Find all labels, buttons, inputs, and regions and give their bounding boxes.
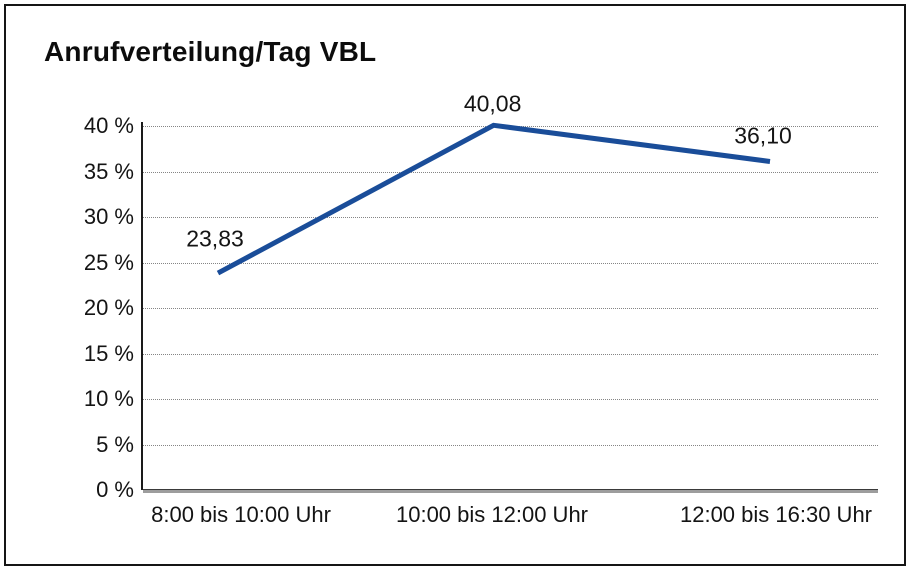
gridline-20 <box>143 308 878 309</box>
gridline-10 <box>143 399 878 400</box>
y-tick-label-15: 15 % <box>83 340 134 366</box>
y-tick-label-0: 0 % <box>96 477 134 502</box>
chart-frame: Anrufverteilung/Tag VBL <box>4 4 906 566</box>
x-tick-label-1: 10:00 bis 12:00 Uhr <box>395 502 589 527</box>
y-tick-label-30: 30 % <box>83 204 134 229</box>
y-axis-line <box>141 122 143 490</box>
y-tick-label-40: 40 % <box>83 113 134 138</box>
x-axis-baseline <box>143 489 878 493</box>
y-tick-label-35: 35 % <box>83 158 134 184</box>
y-tick-label-25: 25 % <box>83 249 134 275</box>
y-tick-label-20: 20 % <box>83 295 134 320</box>
x-tick-label-2: 12:00 bis 16:30 Uhr <box>679 502 873 527</box>
line-series-svg <box>216 122 771 276</box>
gridline-15 <box>143 353 878 355</box>
gridline-5 <box>143 444 878 446</box>
gridline-25 <box>143 262 878 264</box>
series-line <box>216 122 771 276</box>
gridline-35 <box>143 171 878 173</box>
point-label-0: 23,83 <box>186 225 244 252</box>
plot-area <box>143 122 878 490</box>
gridline-30 <box>143 217 878 218</box>
y-tick-label-10: 10 % <box>83 386 134 411</box>
y-tick-label-5: 5 % <box>96 431 134 457</box>
x-tick-label-0: 8:00 bis 10:00 Uhr <box>151 502 331 527</box>
point-label-1: 40,08 <box>463 90 522 117</box>
point-label-2: 36,10 <box>734 122 792 148</box>
chart-title: Anrufverteilung/Tag VBL <box>44 36 377 67</box>
